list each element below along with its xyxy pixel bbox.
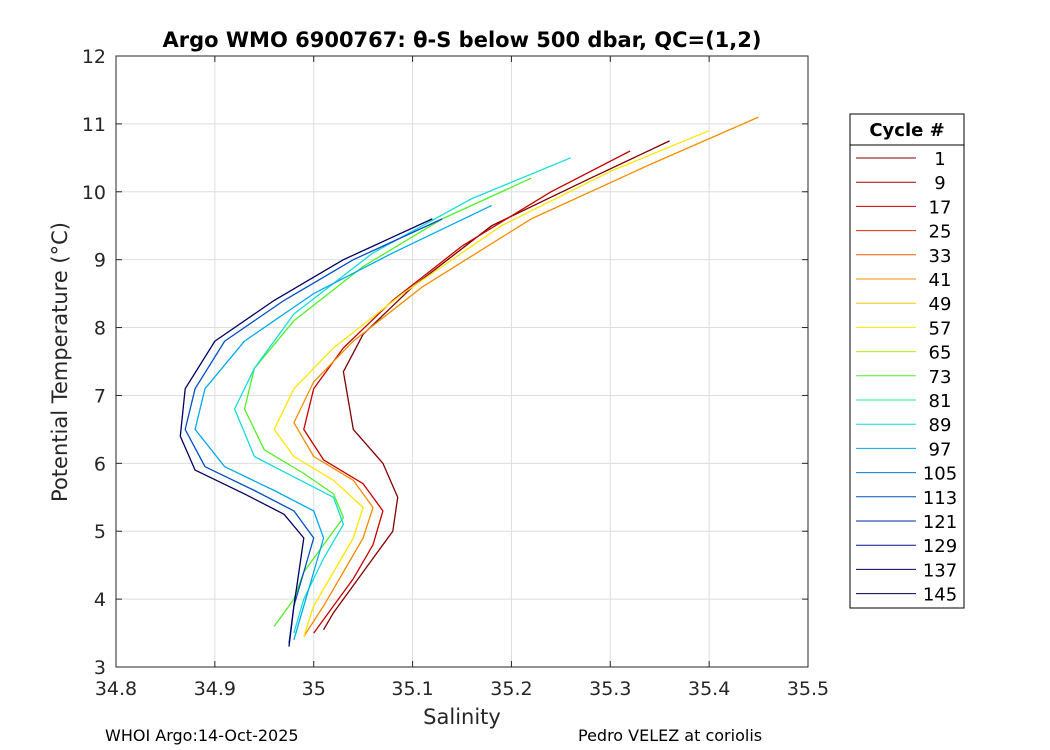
plot-area: [116, 56, 808, 667]
legend-entry-label: 41: [929, 270, 952, 291]
x-tick-label: 35: [302, 678, 326, 700]
series-line-6: [194, 204, 492, 640]
y-tick-label: 10: [82, 182, 106, 204]
series-line-7: [184, 218, 443, 644]
y-tick-label: 6: [94, 453, 106, 475]
legend-entries: 1 9 17 25 33 41 49 57 65 73 81 89 97 105 113 121 129 137 1…: [856, 149, 957, 606]
series-line-5: [233, 157, 571, 634]
x-tick-label: 35.5: [787, 678, 829, 700]
y-tick-label: 8: [94, 318, 106, 340]
legend-title: Cycle #: [869, 120, 944, 141]
legend-entry-label: 17: [929, 197, 952, 218]
series-line-8: [179, 218, 433, 647]
legend-entry-label: 89: [929, 415, 952, 436]
legend-entry-label: 105: [923, 464, 957, 485]
legend-entry-label: 137: [923, 560, 957, 581]
y-tick-label: 9: [94, 250, 106, 272]
legend-box: [849, 113, 965, 609]
legend-entry-label: 65: [929, 343, 952, 364]
series-line-4: [243, 177, 532, 627]
legend-entry-label: 145: [923, 585, 957, 606]
legend-entry-label: 73: [929, 367, 952, 388]
legend-entry-label: 113: [923, 488, 957, 509]
x-tick-label: 34.9: [194, 678, 236, 700]
legend-entry-label: 9: [934, 173, 945, 194]
footer-right: Pedro VELEZ at coriolis: [578, 726, 762, 745]
legend-entry-label: 121: [923, 512, 957, 533]
legend-entry-label: 129: [923, 536, 957, 557]
series-line-1: [303, 150, 631, 634]
legend-entry-label: 1: [934, 149, 945, 170]
x-tick-label: 35.3: [589, 678, 631, 700]
legend-entry-label: 33: [929, 246, 952, 267]
legend-entry-label: 49: [929, 294, 952, 315]
x-axis-label: Salinity: [423, 705, 501, 729]
legend-entry-label: 97: [929, 439, 952, 460]
chart-title: Argo WMO 6900767: θ-S below 500 dbar, QC…: [163, 28, 762, 52]
legend: Cycle # 1 9 17 25 33 41 49 57 65 73 81 89 97 105 113 12…: [849, 113, 965, 609]
legend-entry-label: 25: [929, 222, 952, 243]
series-line-2: [293, 116, 759, 637]
plot-frame: [115, 55, 809, 668]
series-group: [179, 116, 759, 647]
legend-entry-label: 81: [929, 391, 952, 412]
y-tick-label: 12: [82, 46, 106, 68]
y-axis-label: Potential Temperature (°C): [48, 222, 72, 502]
series-line-3: [273, 130, 710, 637]
ticks: 34.8 34.9 35 35.1 35.2 35.3 35.4 35.5 3 4 5 6 7 8 9 10 1…: [82, 46, 829, 700]
x-tick-label: 35.2: [490, 678, 532, 700]
y-tick-label: 5: [94, 521, 106, 543]
y-tick-label: 4: [94, 589, 106, 611]
legend-entry-label: 57: [929, 318, 952, 339]
y-tick-label: 11: [82, 114, 106, 136]
footer-left: WHOI Argo:14-Oct-2025: [105, 726, 299, 745]
y-tick-label: 7: [94, 385, 106, 407]
x-tick-label: 35.4: [688, 678, 730, 700]
y-tick-label: 3: [94, 657, 106, 679]
x-tick-label: 34.8: [95, 678, 137, 700]
x-tick-label: 35.1: [391, 678, 433, 700]
